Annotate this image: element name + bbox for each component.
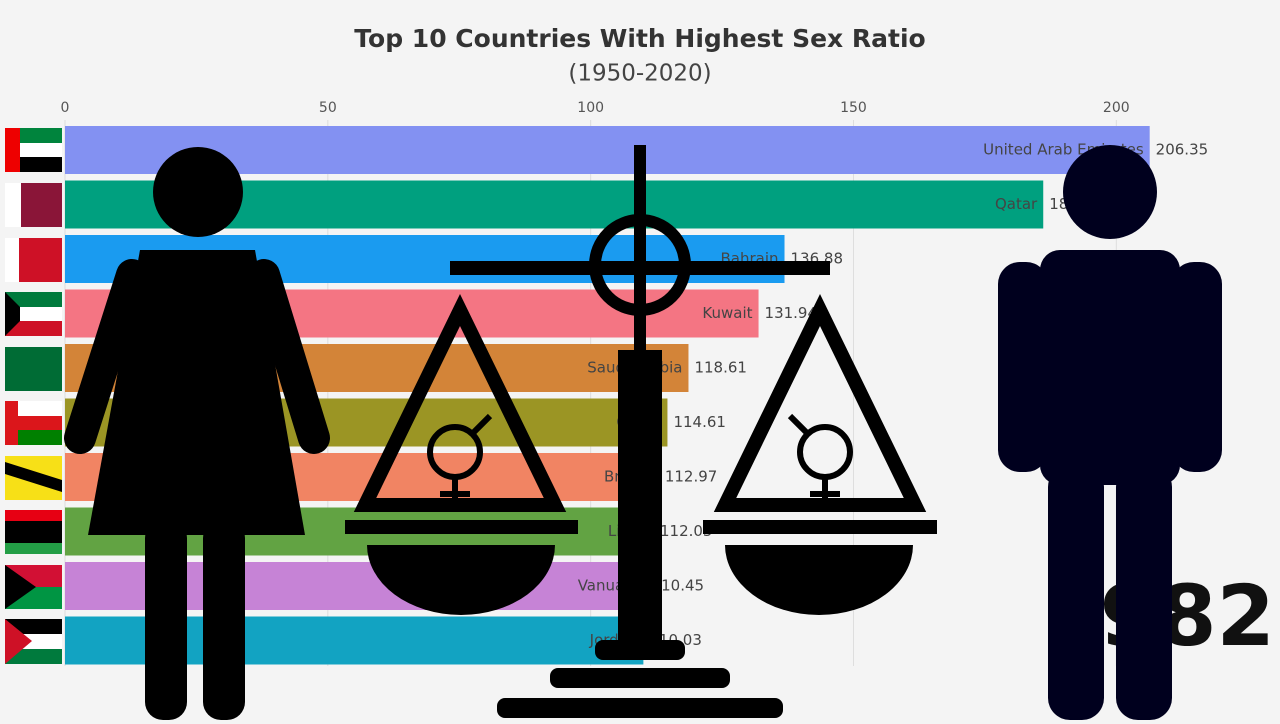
chart-title: Top 10 Countries With Highest Sex Ratio — [354, 24, 925, 53]
man-figure — [998, 145, 1222, 720]
flag — [5, 510, 62, 521]
bar — [65, 126, 1150, 174]
flag — [5, 347, 62, 391]
flag — [5, 292, 20, 336]
value-label: 114.61 — [673, 413, 726, 431]
value-label: 206.35 — [1156, 141, 1209, 159]
flag — [5, 619, 32, 664]
flag — [5, 649, 62, 664]
x-tick-label: 100 — [577, 100, 604, 116]
flag — [18, 430, 62, 445]
x-tick-label: 0 — [61, 100, 70, 116]
flag — [5, 462, 62, 492]
flag — [20, 157, 62, 172]
value-label: 112.05 — [660, 522, 713, 540]
x-tick-label: 50 — [319, 100, 337, 116]
value-label: 131.94 — [765, 304, 818, 322]
flags — [5, 128, 62, 664]
flag — [5, 292, 62, 307]
category-label: Qatar — [995, 195, 1038, 213]
flag — [5, 619, 62, 634]
flag — [5, 238, 19, 282]
category-label: Kuwait — [702, 304, 752, 322]
flag — [20, 128, 62, 143]
woman-figure — [64, 147, 330, 720]
value-label: 110.45 — [652, 577, 705, 595]
x-tick-label: 150 — [840, 100, 867, 116]
flag — [5, 321, 62, 336]
scales-figure — [345, 145, 937, 718]
value-label: 118.61 — [694, 359, 747, 377]
flag — [5, 183, 21, 227]
x-tick-label: 200 — [1103, 100, 1130, 116]
flag — [5, 128, 20, 172]
flag — [5, 543, 62, 554]
flag — [5, 565, 36, 609]
value-label: 112.97 — [665, 468, 718, 486]
flag — [18, 401, 62, 416]
chart-subtitle: (1950-2020) — [568, 61, 711, 87]
